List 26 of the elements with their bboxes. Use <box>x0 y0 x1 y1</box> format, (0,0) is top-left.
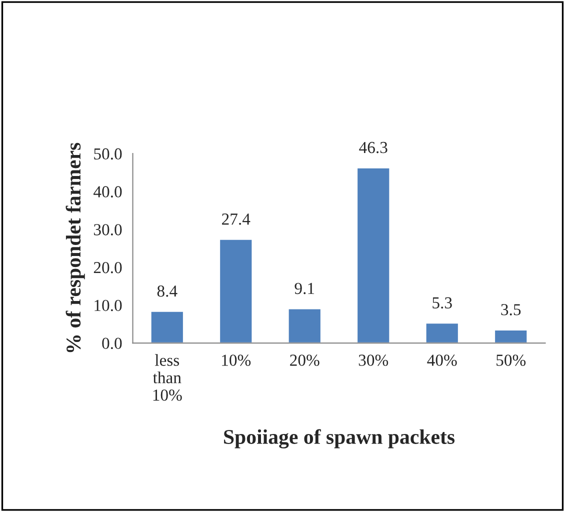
y-axis-title: % of respondet farmers <box>66 142 85 352</box>
y-tick-label: 50.0 <box>94 148 122 160</box>
y-tick-label: 40.0 <box>94 186 122 198</box>
bar <box>287 308 322 344</box>
bar <box>424 322 460 344</box>
x-tick-label: 30% <box>358 354 388 366</box>
x-axis-title: Spoiiage of spawn packets <box>224 429 455 448</box>
bar <box>218 238 254 344</box>
x-tick-label: 20% <box>290 354 320 366</box>
x-tick-label: 10% <box>222 354 251 366</box>
bar <box>356 166 391 344</box>
y-tick-label: 0.0 <box>102 338 122 350</box>
bar <box>494 329 528 344</box>
data-label: 9.1 <box>294 282 314 294</box>
y-tick-label: 20.0 <box>94 262 122 274</box>
x-tick-label: 50% <box>496 354 526 366</box>
x-tick-label: 40% <box>427 354 457 366</box>
data-label: 46.3 <box>359 142 388 154</box>
data-label: 8.4 <box>157 285 178 297</box>
x-tick-label: less than 10% <box>152 354 182 401</box>
data-label: 5.3 <box>432 297 452 309</box>
data-label: 27.4 <box>222 214 250 225</box>
data-label: 3.5 <box>501 304 521 316</box>
y-tick-label: 30.0 <box>94 224 122 236</box>
y-tick-label: 10.0 <box>94 300 122 312</box>
bar <box>150 310 184 344</box>
